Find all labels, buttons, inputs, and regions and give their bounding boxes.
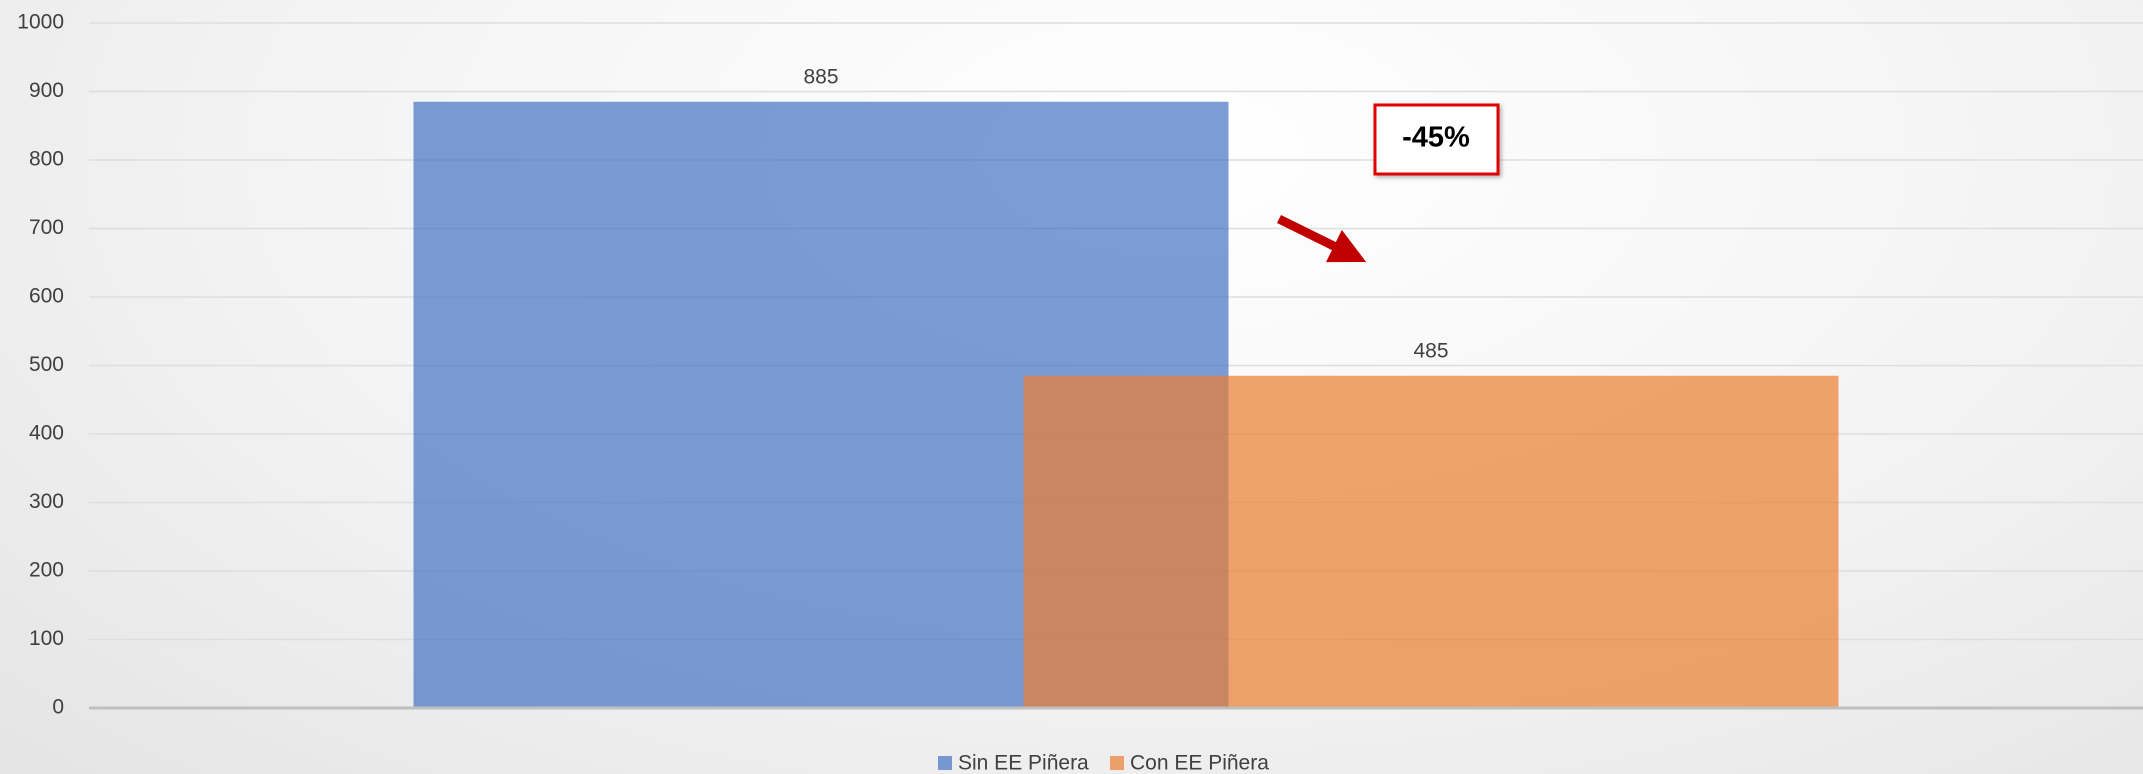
legend-label: Con EE Piñera (1130, 752, 1269, 774)
y-tick-label: 1000 (17, 11, 64, 34)
y-tick-label: 400 (29, 422, 64, 445)
legend-swatch (1110, 756, 1124, 770)
plot: 0 100 200 300 400 500 600 700 800 900 1000 885 485 Si… (17, 11, 2143, 774)
arrow (1277, 214, 1367, 263)
y-tick-label: 900 (29, 79, 64, 102)
legend-swatch (938, 756, 952, 770)
y-tick-label: 600 (29, 285, 64, 308)
annotation-box (1373, 103, 1500, 176)
y-tick-label: 0 (52, 696, 64, 719)
data-label: 485 (1413, 339, 1448, 362)
y-tick-label: 100 (29, 627, 64, 650)
annotation: -45% (1402, 122, 1470, 154)
data-label: 885 (803, 65, 838, 88)
legend-label: Sin EE Piñera (958, 752, 1089, 774)
y-tick-label: 500 (29, 353, 64, 376)
y-tick-label: 300 (29, 490, 64, 513)
y-tick-label: 200 (29, 559, 64, 582)
y-tick-label: 700 (29, 216, 64, 239)
y-tick-label: 800 (29, 148, 64, 171)
bar (1023, 375, 1839, 708)
